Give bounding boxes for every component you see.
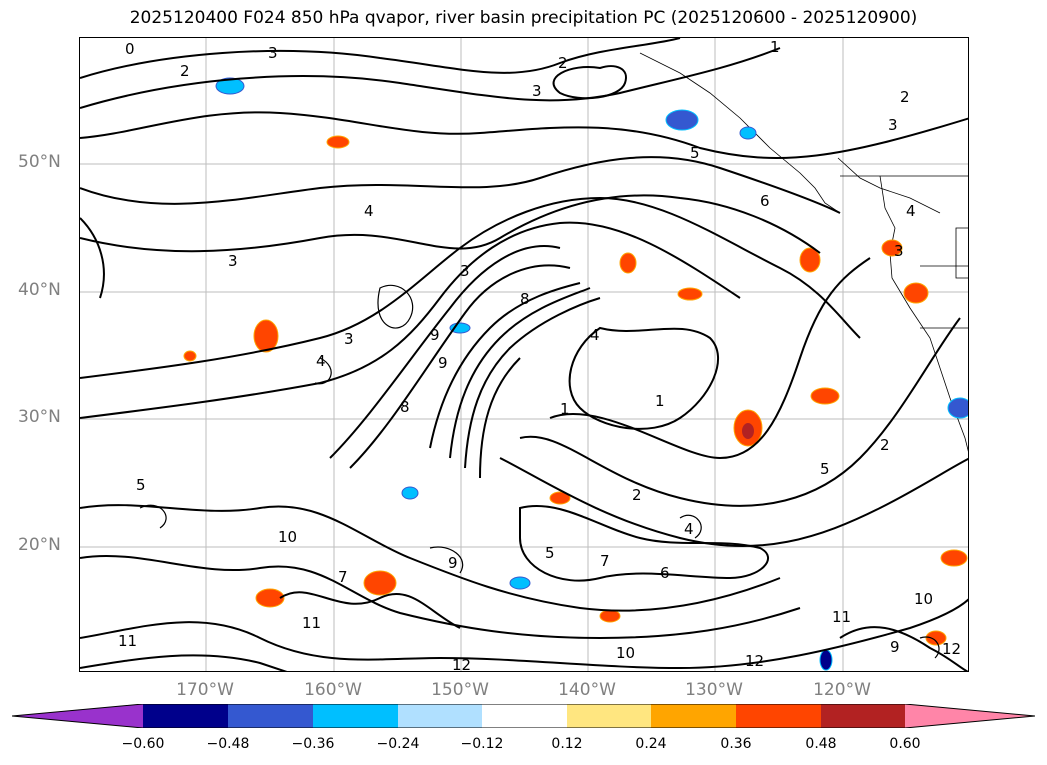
contour-label: 11 — [302, 614, 321, 632]
contour-label: 9 — [448, 554, 458, 572]
contour-label: 4 — [684, 520, 694, 538]
contour-label: 2 — [558, 54, 568, 72]
contour-label: 7 — [600, 552, 610, 570]
lon-label-170w: 170°W — [176, 680, 234, 700]
lon-label-140w: 140°W — [558, 680, 616, 700]
lat-label-50n: 50°N — [18, 152, 61, 172]
lat-label-40n: 40°N — [18, 280, 61, 300]
colorbar-swatch — [651, 704, 736, 728]
contour-label: 6 — [660, 564, 670, 582]
qvapor-contours — [80, 38, 968, 671]
contour-label: 11 — [118, 632, 137, 650]
contour-label: 3 — [532, 82, 542, 100]
contour-label: 8 — [400, 398, 410, 416]
qvapor-contours-thin — [139, 284, 940, 659]
contour-label: 0 — [125, 40, 135, 58]
contour-label: 3 — [460, 262, 470, 280]
colorbar-tick: 0.36 — [720, 736, 752, 752]
contour-label: 9 — [890, 638, 900, 656]
colorbar-tick: −0.24 — [376, 736, 420, 752]
contour-label: 7 — [338, 568, 348, 586]
colorbar-tick: −0.48 — [206, 736, 250, 752]
contour-label: 3 — [268, 44, 278, 62]
graticule — [80, 38, 968, 671]
lon-label-160w: 160°W — [304, 680, 362, 700]
contour-label: 6 — [760, 192, 770, 210]
contour-label: 3 — [228, 252, 238, 270]
contour-label: 12 — [452, 656, 471, 672]
lon-label-130w: 130°W — [685, 680, 743, 700]
contour-label: 3 — [344, 330, 354, 348]
contour-label: 2 — [632, 486, 642, 504]
contour-label: 3 — [888, 116, 898, 134]
lon-label-150w: 150°W — [431, 680, 489, 700]
contour-label: 12 — [745, 652, 764, 670]
contour-label: 3 — [894, 242, 904, 260]
contour-label: 5 — [690, 144, 700, 162]
colorbar-swatch — [821, 704, 905, 728]
contour-label: 10 — [278, 528, 297, 546]
colorbar-extend-high — [905, 704, 1035, 728]
contour-label: 4 — [590, 326, 600, 344]
colorbar-tick: −0.60 — [121, 736, 165, 752]
contour-label: 2 — [180, 62, 190, 80]
lat-label-20n: 20°N — [18, 535, 61, 555]
contour-label: 1 — [655, 392, 665, 410]
contour-label: 2 — [880, 436, 890, 454]
colorbar-swatch — [143, 704, 228, 728]
precip-shading — [183, 77, 968, 671]
map-canvas: 0 2 3 2 3 1 2 3 5 6 3 4 3 3 4 9 8 4 1 1 … — [80, 38, 968, 672]
colorbar-swatch — [567, 704, 651, 728]
contour-label: 10 — [616, 644, 635, 662]
contour-label: 5 — [820, 460, 830, 478]
lat-label-30n: 30°N — [18, 407, 61, 427]
contour-label: 4 — [906, 202, 916, 220]
colorbar-swatch — [482, 704, 567, 728]
lon-label-120w: 120°W — [813, 680, 871, 700]
map-panel[interactable]: 0 2 3 2 3 1 2 3 5 6 3 4 3 3 4 9 8 4 1 1 … — [79, 37, 969, 672]
colorbar-swatch — [398, 704, 482, 728]
contour-label: 1 — [560, 400, 570, 418]
colorbar-tick: −0.12 — [460, 736, 504, 752]
colorbar-swatch — [313, 704, 398, 728]
colorbar-tick: 0.60 — [889, 736, 921, 752]
contour-label: 12 — [942, 640, 961, 658]
contour-label: 9 — [438, 354, 448, 372]
contour-label: 4 — [316, 352, 326, 370]
colorbar-swatch — [736, 704, 821, 728]
contour-label: 5 — [136, 476, 146, 494]
contour-label: 1 — [770, 38, 780, 56]
contour-label: 8 — [520, 290, 530, 308]
contour-label: 10 — [914, 590, 933, 608]
colorbar-tick: −0.36 — [291, 736, 335, 752]
contour-label: 9 — [430, 326, 440, 344]
contour-label: 11 — [832, 608, 851, 626]
colorbar-tick: 0.24 — [635, 736, 667, 752]
contour-label: 4 — [364, 202, 374, 220]
colorbar-extend-low — [12, 704, 143, 728]
map-title: 2025120400 F024 850 hPa qvapor, river ba… — [129, 8, 918, 28]
contour-label: 2 — [900, 88, 910, 106]
contour-labels: 0 2 3 2 3 1 2 3 5 6 3 4 3 3 4 9 8 4 1 1 … — [118, 38, 961, 672]
colorbar — [12, 704, 1035, 728]
colorbar-tick: 0.48 — [805, 736, 837, 752]
colorbar-swatch — [228, 704, 313, 728]
contour-label: 5 — [545, 544, 555, 562]
colorbar-tick: 0.12 — [551, 736, 583, 752]
